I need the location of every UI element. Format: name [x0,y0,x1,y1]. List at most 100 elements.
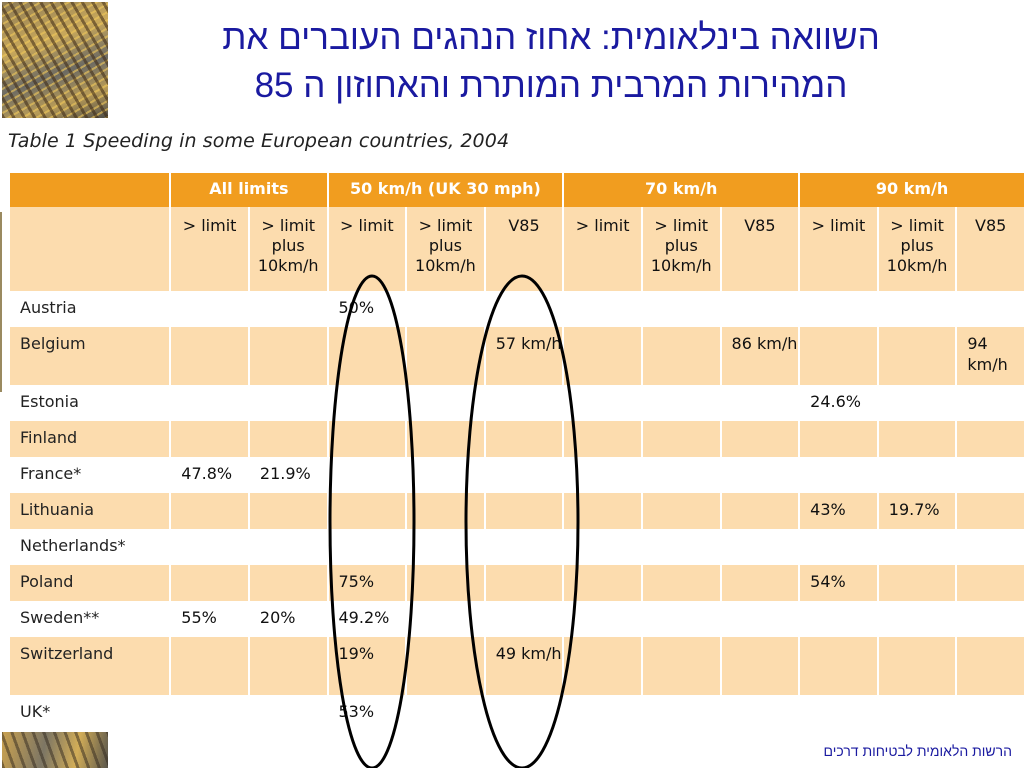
table-cell [249,493,327,529]
table-cell [171,291,248,327]
country-name: Poland [10,565,170,601]
table-cell [957,385,1024,421]
table-row: Finland [10,421,1024,457]
table-cell: 20% [249,601,327,637]
table-cell [878,421,956,457]
table-cell [642,637,720,695]
table-cell [642,493,720,529]
table-cell [721,637,799,695]
country-name: Finland [10,421,170,457]
table-cell [407,327,484,385]
table-cell [878,601,956,637]
table-cell [328,421,406,457]
table-cell [485,457,563,493]
table-row: Sweden** 55% 20% 49.2% [10,601,1024,637]
table-cell [642,385,720,421]
table-cell [800,291,877,327]
table-cell [249,421,327,457]
table-cell [957,637,1024,695]
sub-header: > limit [171,207,248,291]
table-cell [171,565,248,601]
table-cell: 49.2% [328,601,406,637]
table-cell: 43% [800,493,877,529]
table-cell: 50% [328,291,406,327]
table-cell [249,385,327,421]
table-cell [249,529,327,565]
title-line-2: המהירות המרבית המותרת והאחוזון ה 85 [254,66,848,105]
table-cell [485,529,563,565]
table-row: UK* 53% [10,695,1024,731]
table-cell [249,695,327,731]
table-cell [564,695,641,731]
table-row: France* 47.8% 21.9% [10,457,1024,493]
table-cell [642,421,720,457]
table-cell: 19% [328,637,406,695]
sub-header: V85 [721,207,799,291]
table-cell [878,291,956,327]
table-cell [564,421,641,457]
country-name: UK* [10,695,170,731]
table-row: Belgium 57 km/h 86 km/h 94 km/h [10,327,1024,385]
country-name: Estonia [10,385,170,421]
table-cell [485,291,563,327]
table-cell [564,385,641,421]
table-cell: 94 km/h [957,327,1024,385]
table-cell [957,601,1024,637]
table-cell [328,327,406,385]
table-cell: 49 km/h [485,637,563,695]
table-cell [485,493,563,529]
table-cell [721,565,799,601]
sub-header: > limit plus 10km/h [407,207,484,291]
table-cell [564,457,641,493]
sub-header-blank [10,207,170,291]
table-cell [800,695,877,731]
country-name: France* [10,457,170,493]
table-cell [957,291,1024,327]
table-cell [328,457,406,493]
table-cell [407,601,484,637]
table-cell [721,601,799,637]
table-cell [407,291,484,327]
table-cell [564,601,641,637]
group-header: 70 km/h [564,173,799,207]
table-cell: 75% [328,565,406,601]
table-cell [878,695,956,731]
table-cell [642,529,720,565]
table-cell [642,457,720,493]
left-divider [0,212,2,392]
table-cell [642,695,720,731]
table-cell [957,421,1024,457]
table-cell [249,637,327,695]
table-cell [800,529,877,565]
sub-header: V85 [485,207,563,291]
country-name: Austria [10,291,170,327]
table-row: Lithuania 43% 19.7% [10,493,1024,529]
country-name: Sweden** [10,601,170,637]
table-cell [485,565,563,601]
table-cell [642,327,720,385]
table-cell [721,457,799,493]
table-cell [800,327,877,385]
table-row: Netherlands* [10,529,1024,565]
table-cell [878,529,956,565]
table-cell [878,637,956,695]
table-cell [485,421,563,457]
table-cell [485,385,563,421]
table-cell [721,385,799,421]
table-cell [800,421,877,457]
table-cell [407,565,484,601]
table-cell [171,421,248,457]
sub-header: > limit [328,207,406,291]
group-header: 50 km/h (UK 30 mph) [328,173,563,207]
sub-header-row: > limit > limit plus 10km/h > limit > li… [10,207,1024,291]
footer-photo [2,732,108,768]
group-header: 90 km/h [800,173,1024,207]
country-name: Belgium [10,327,170,385]
sub-header: > limit plus 10km/h [878,207,956,291]
table-cell [171,493,248,529]
table-cell: 19.7% [878,493,956,529]
footer-org-name: הרשות הלאומית לבטיחות דרכים [823,743,1012,759]
table-cell [249,291,327,327]
table-cell [878,457,956,493]
table-cell [957,565,1024,601]
